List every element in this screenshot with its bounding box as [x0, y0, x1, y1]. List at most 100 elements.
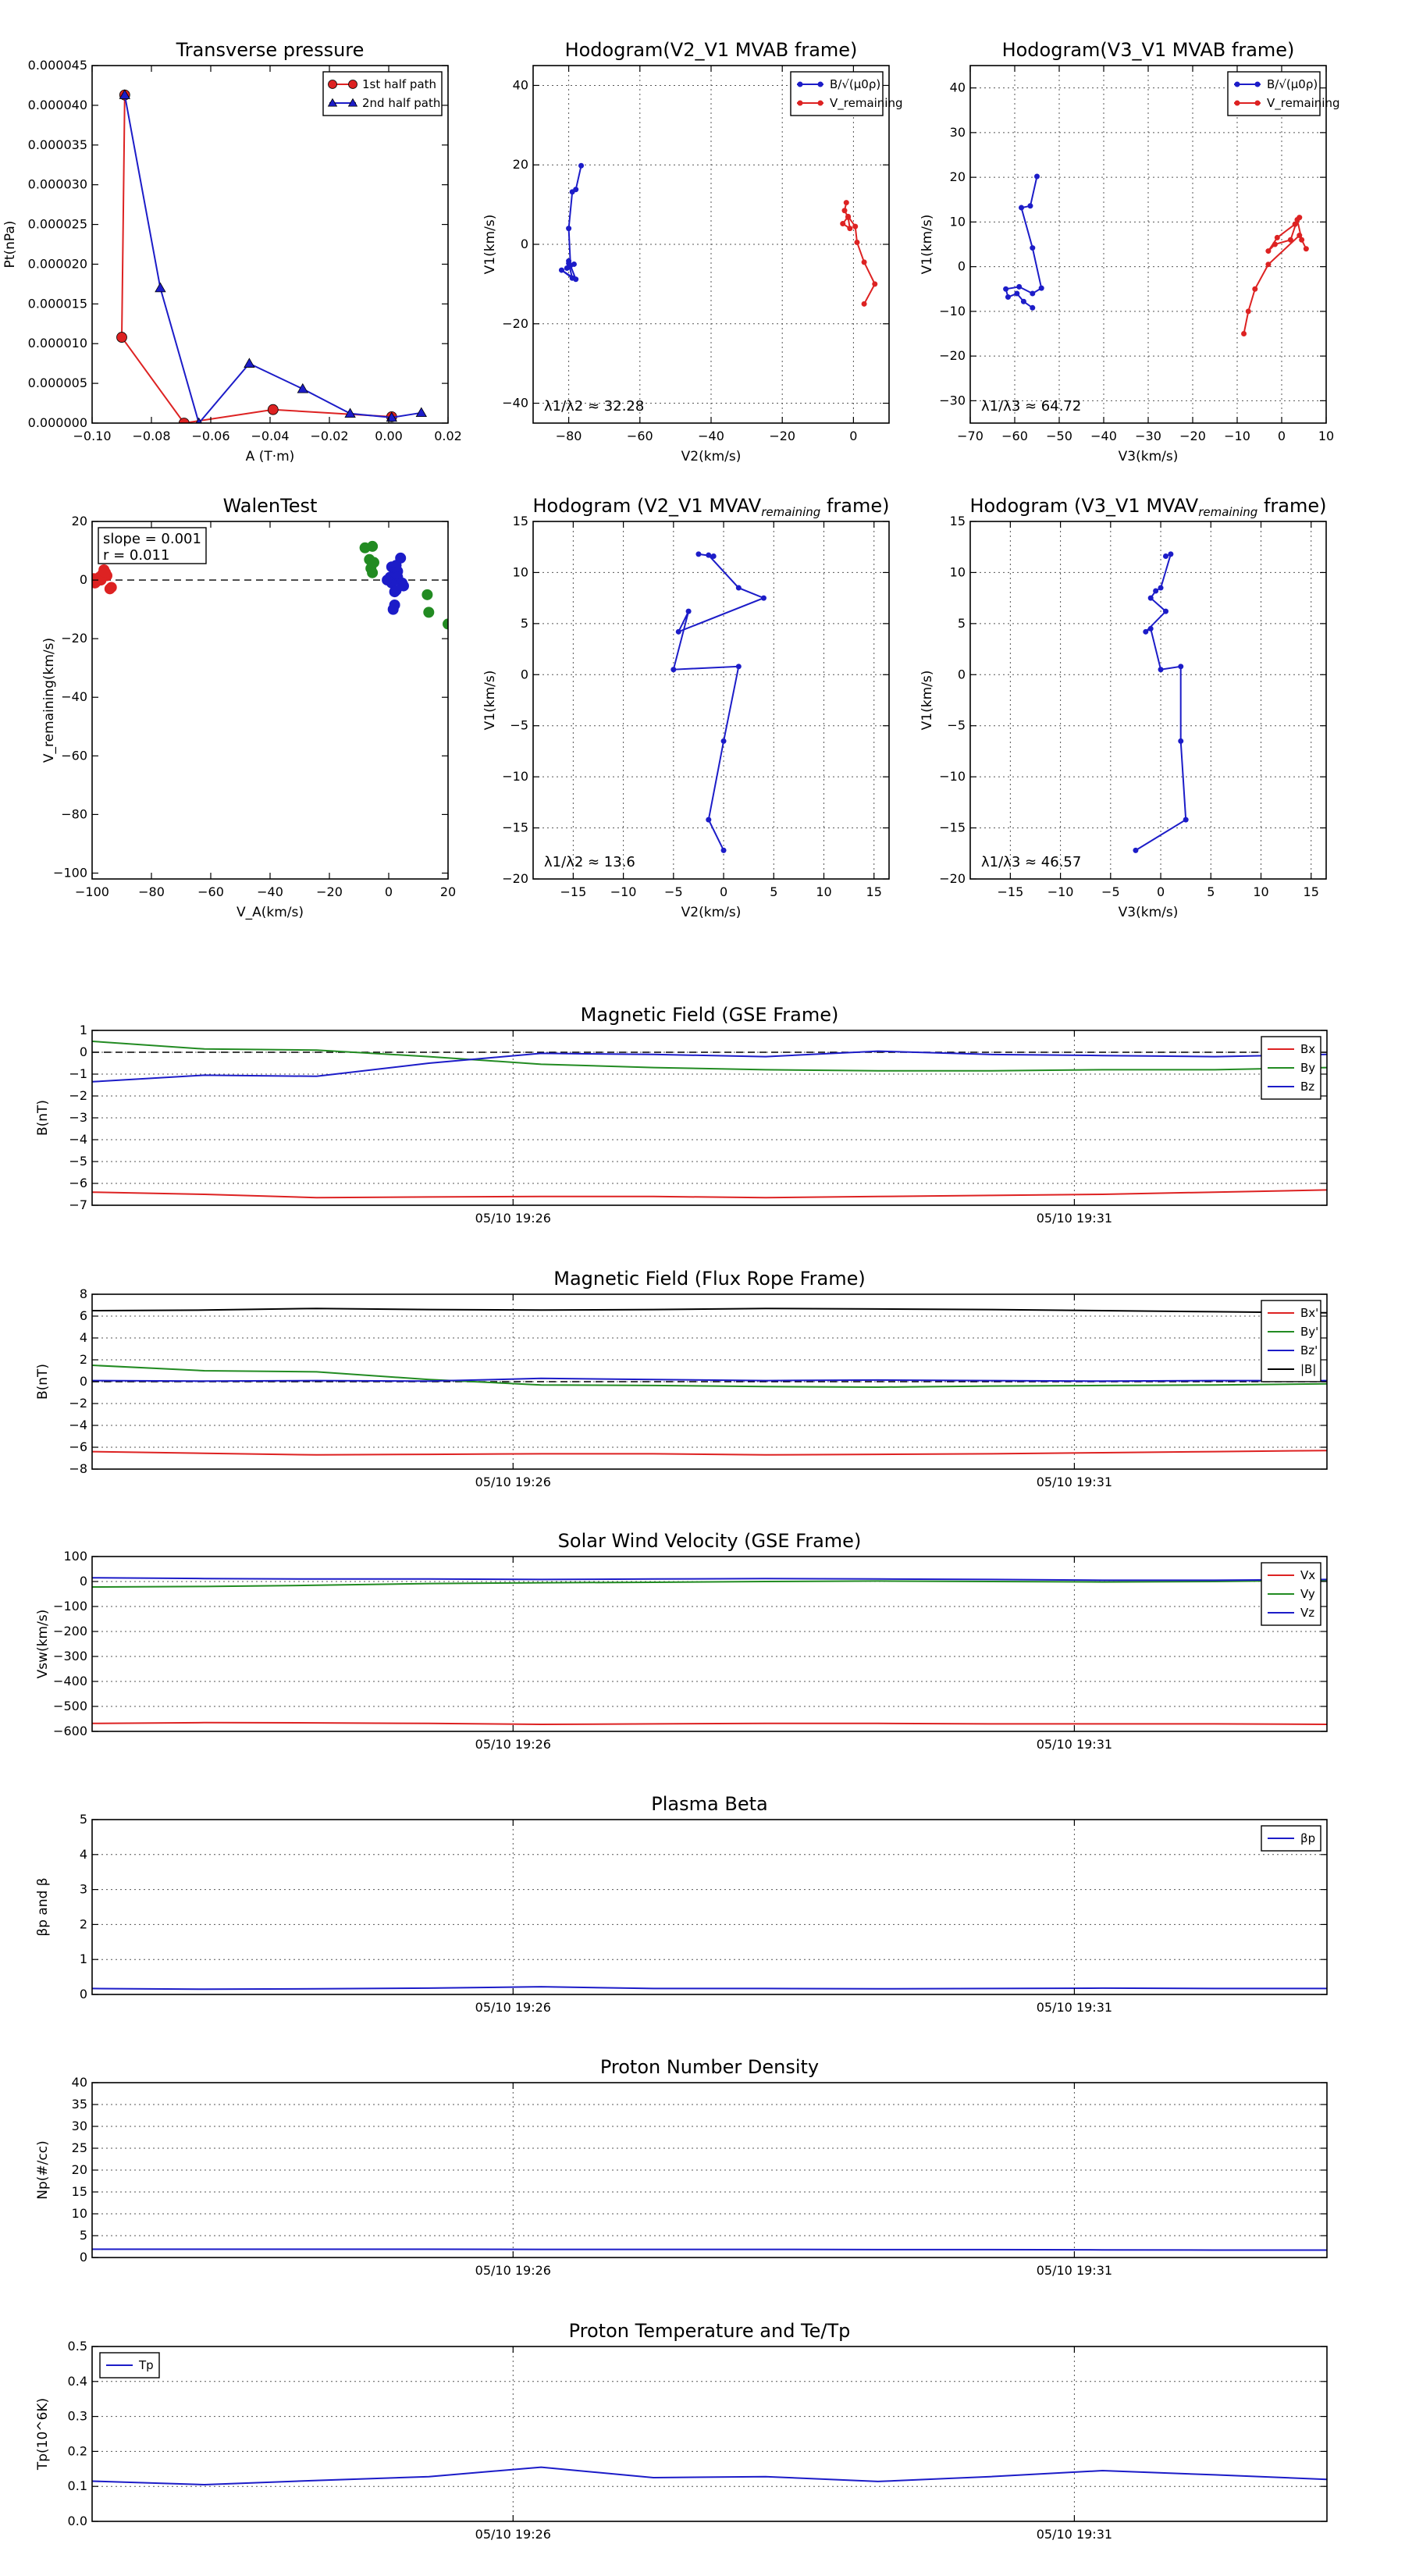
y-tick-label: 0 [958, 667, 966, 681]
y-tick-label: −7 [69, 1197, 87, 1212]
y-tick-label: 0.000040 [28, 98, 87, 112]
data-point [1030, 290, 1036, 297]
y-tick-label: 0 [80, 2250, 87, 2265]
y-tick-label: −40 [502, 396, 528, 411]
data-point [566, 226, 572, 232]
chart-title-text: Plasma Beta [651, 1793, 767, 1815]
x-tick-label: 0.02 [434, 429, 462, 443]
series-line-1 [92, 1364, 1327, 1389]
data-point [1014, 290, 1020, 297]
data-point [578, 162, 585, 169]
chart-title-text: Magnetic Field (Flux Rope Frame) [553, 1268, 865, 1290]
data-point [861, 301, 867, 307]
data-point [861, 259, 867, 265]
chart-hodogram-v3-v1-mvab: −70 −60 −50 −40 −30 −20 −10 0 10 −30 −20 −10 0 10 20 30… [919, 39, 1340, 464]
y-tick-label: −100 [53, 1599, 87, 1614]
y-tick-label: −10 [502, 769, 528, 784]
x-tick-label: −20 [769, 429, 795, 443]
data-point [720, 738, 727, 744]
data-point [195, 417, 202, 423]
data-point [1162, 553, 1168, 559]
y-tick-label: 10 [950, 214, 966, 229]
data-point [1027, 203, 1033, 209]
legend-marker [1234, 100, 1240, 106]
data-point [845, 213, 852, 219]
y-tick-label: 0.000020 [28, 256, 87, 271]
data-point [1252, 286, 1258, 292]
x-axis-label: V3(km/s) [1119, 905, 1179, 920]
y-axis-label: V1(km/s) [919, 215, 935, 275]
x-tick-label: 05/10 19:26 [475, 1475, 551, 1489]
y-axis-label: βp and β [35, 1877, 51, 1936]
x-tick-label: −5 [1101, 884, 1120, 899]
x-tick-label: −60 [627, 429, 653, 443]
x-tick-label: 05/10 19:31 [1037, 1475, 1112, 1489]
y-tick-label: 2 [80, 1916, 87, 1931]
data-point [1265, 248, 1272, 254]
y-tick-label: 20 [513, 157, 528, 172]
plot-area [92, 1820, 1327, 1994]
series-line-1 [123, 94, 422, 423]
plot-frame [969, 521, 1327, 880]
data-point [706, 552, 712, 558]
series-line-1 [92, 1041, 1327, 1072]
data-point [1147, 625, 1154, 632]
scatter-point [100, 567, 112, 578]
data-point [558, 267, 564, 273]
x-tick-label: 20 [440, 884, 456, 899]
series-group [670, 551, 767, 853]
y-tick-label: −10 [939, 769, 966, 784]
x-tick-label: −10 [1048, 884, 1074, 899]
data-point [267, 404, 279, 415]
y-tick-label: −15 [502, 820, 528, 835]
data-point [1030, 245, 1036, 251]
scatter-point [367, 567, 379, 578]
y-tick-label: 5 [80, 2228, 87, 2243]
series-line-0 [92, 2466, 1327, 2486]
chart-title: Hodogram(V2_V1 MVAB frame) [565, 39, 858, 61]
chart-plasma-beta: 05/10 19:26 05/10 19:31 0 1 2 3 4 5 Plasma Beta β… [35, 1793, 1328, 2015]
chart-annotation: λ1/λ3 ≈ 64.72 [981, 398, 1081, 415]
data-point [297, 382, 308, 393]
legend-marker [1234, 81, 1240, 87]
x-tick-label: −30 [1135, 429, 1161, 443]
legend-label: Bx [1300, 1042, 1315, 1056]
chart-title-text: Hodogram(V3_V1 MVAB frame) [1002, 39, 1295, 61]
y-tick-label: −6 [69, 1176, 87, 1190]
legend-label: βp [1300, 1831, 1315, 1845]
y-tick-label: 5 [521, 616, 528, 631]
y-tick-label: 15 [72, 2184, 87, 2199]
y-tick-label: 6 [80, 1308, 87, 1323]
data-point [119, 89, 130, 99]
x-tick-label: −0.04 [251, 429, 289, 443]
y-tick-label: 5 [958, 616, 966, 631]
y-tick-label: −60 [61, 748, 87, 763]
chart-hodogram-v3-v1-mvav: −15 −10 −5 0 5 10 15 −20 −15 −10 −5 0 5 10 15 Hodogram … [919, 495, 1327, 920]
y-tick-label: 25 [72, 2140, 87, 2155]
y-axis-label: V1(km/s) [919, 671, 935, 731]
x-tick-label: 0 [1278, 429, 1286, 443]
x-tick-label: −100 [75, 884, 109, 899]
plot-area [92, 66, 448, 423]
series-line-0 [120, 94, 392, 423]
y-tick-label: −400 [53, 1674, 87, 1688]
x-axis-label: V2(km/s) [681, 449, 742, 464]
series-line-1 [92, 1579, 1327, 1588]
series-group [92, 2466, 1327, 2486]
chart-title-suffix: frame) [820, 495, 889, 517]
x-tick-label: 05/10 19:26 [475, 2000, 551, 2015]
y-tick-label: 0.000035 [28, 137, 87, 152]
x-tick-label: 05/10 19:26 [475, 1737, 551, 1752]
y-tick-label: 0 [80, 1374, 87, 1389]
y-tick-label: 0.000005 [28, 375, 87, 390]
y-tick-label: −2 [69, 1396, 87, 1411]
data-point [344, 407, 356, 418]
series-line-2 [92, 1577, 1327, 1582]
y-tick-label: 2 [80, 1352, 87, 1367]
chart-title: Magnetic Field (GSE Frame) [581, 1004, 839, 1026]
data-point [1183, 817, 1189, 823]
data-point [155, 282, 166, 293]
y-axis-label: V1(km/s) [482, 671, 498, 731]
chart-magnetic-field-gse: 05/10 19:26 05/10 19:31 −7 −6 −5 −4 −3 −2 −1 0 1 Ma… [35, 1004, 1328, 1226]
y-tick-label: −20 [939, 871, 966, 886]
